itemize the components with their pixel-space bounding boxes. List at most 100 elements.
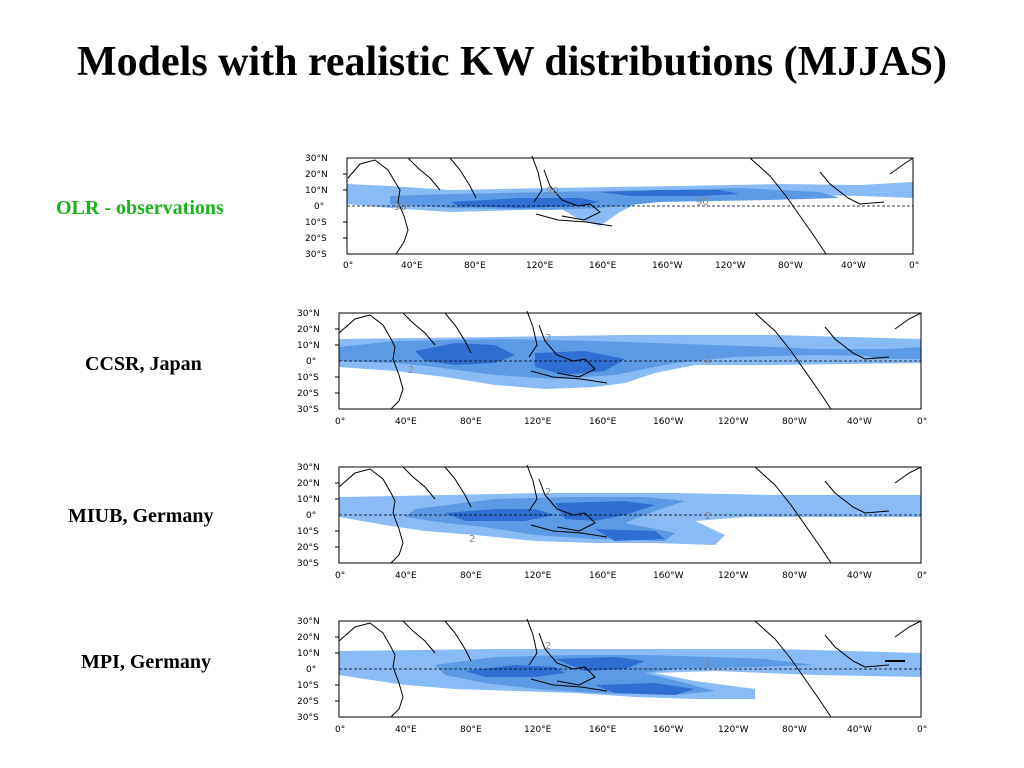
- x-tick-label: 160°W: [652, 261, 683, 271]
- y-tick-label: 10°N: [297, 341, 320, 351]
- x-tick-label: 160°E: [589, 261, 617, 271]
- x-tick-label: 80°W: [782, 571, 807, 581]
- x-tick-label: 0°: [917, 725, 927, 735]
- y-tick-label: 10°S: [297, 681, 319, 691]
- x-tick-labels: 0° 40°E 80°E 120°E 160°E 160°W 120°W 80°…: [335, 571, 927, 581]
- y-tick-label: 30°N: [297, 309, 320, 319]
- x-tick-label: 0°: [335, 571, 345, 581]
- y-tick-label: 20°S: [297, 697, 319, 707]
- x-tick-label: 80°W: [782, 417, 807, 427]
- y-tick-label: 10°S: [297, 527, 319, 537]
- x-tick-label: 160°E: [589, 571, 617, 581]
- x-tick-label: 120°W: [718, 571, 749, 581]
- x-tick-label: 120°W: [718, 725, 749, 735]
- x-tick-labels: 0° 40°E 80°E 120°E 160°E 160°W 120°W 80°…: [343, 261, 919, 271]
- y-tick-label: 30°N: [297, 617, 320, 627]
- y-tick-label: 0°: [306, 357, 316, 367]
- x-tick-label: 0°: [335, 725, 345, 735]
- y-tick-label: 30°N: [305, 154, 328, 164]
- y-tick-label: 30°N: [297, 463, 320, 473]
- x-tick-label: 80°E: [460, 417, 482, 427]
- x-tick-label: 0°: [917, 571, 927, 581]
- x-tick-label: 120°E: [524, 571, 552, 581]
- x-tick-label: 160°W: [653, 725, 684, 735]
- y-tick-label: 30°S: [297, 405, 319, 415]
- map-panel-ccsr: 30°N 20°N 10°N 0° 10°S 20°S 30°S 0° 40°E…: [297, 309, 927, 427]
- contour-label: 2: [545, 333, 551, 344]
- contour-label: 2: [545, 487, 551, 498]
- x-tick-labels: 0° 40°E 80°E 120°E 160°E 160°W 120°W 80°…: [335, 725, 927, 735]
- y-tick-labels: 30°N 20°N 10°N 0° 10°S 20°S 30°S: [297, 617, 320, 723]
- slide-title: Models with realistic KW distributions (…: [77, 39, 947, 85]
- contour-labels: 2 2: [545, 641, 711, 668]
- panel-label-miub: MIUB, Germany: [68, 505, 214, 527]
- y-tick-labels: 30°N 20°N 10°N 0° 10°S 20°S 30°S: [305, 154, 328, 260]
- x-tick-label: 80°W: [782, 725, 807, 735]
- x-tick-labels: 0° 40°E 80°E 120°E 160°E 160°W 120°W 80°…: [335, 417, 927, 427]
- y-tick-label: 30°S: [305, 250, 327, 260]
- land-outline: [338, 464, 922, 564]
- x-tick-label: 80°E: [460, 571, 482, 581]
- y-tick-labels: 30°N 20°N 10°N 0° 10°S 20°S 30°S: [297, 309, 320, 415]
- x-tick-label: 40°W: [841, 261, 866, 271]
- y-tick-label: 20°S: [297, 389, 319, 399]
- y-tick-label: 10°S: [297, 373, 319, 383]
- map-panel-mpi: 30°N 20°N 10°N 0° 10°S 20°S 30°S 0° 40°E…: [297, 617, 927, 735]
- panel-label-ccsr: CCSR, Japan: [85, 353, 202, 375]
- contour-label: 2: [705, 657, 711, 668]
- x-tick-label: 40°W: [847, 417, 872, 427]
- y-tick-label: 10°S: [305, 218, 327, 228]
- y-tick-label: 10°N: [297, 495, 320, 505]
- kw-variance-shading: [339, 335, 921, 389]
- contour-labels: 2 2 2: [408, 333, 711, 376]
- panel-label-observations: OLR - observations: [56, 197, 224, 219]
- x-tick-label: 80°E: [460, 725, 482, 735]
- x-tick-label: 160°E: [589, 725, 617, 735]
- plot-frame: [335, 620, 922, 718]
- x-tick-label: 120°E: [526, 261, 554, 271]
- contour-label: 90: [546, 186, 559, 197]
- panel-label-mpi: MPI, Germany: [81, 651, 211, 673]
- y-tick-label: 20°N: [297, 633, 320, 643]
- x-tick-label: 0°: [343, 261, 353, 271]
- y-tick-label: 20°S: [305, 234, 327, 244]
- land-outline: [338, 310, 922, 410]
- map-panel-observations: 30°N 20°N 10°N 0° 10°S 20°S 30°S 0° 40°E…: [305, 154, 919, 271]
- x-tick-label: 40°W: [847, 571, 872, 581]
- x-tick-label: 40°E: [395, 725, 417, 735]
- x-tick-label: 80°W: [778, 261, 803, 271]
- x-tick-label: 40°E: [395, 417, 417, 427]
- y-tick-label: 30°S: [297, 713, 319, 723]
- x-tick-label: 120°W: [718, 417, 749, 427]
- kw-variance-shading: [347, 182, 913, 226]
- y-tick-label: 0°: [314, 202, 324, 212]
- plot-frame: [335, 312, 922, 410]
- x-tick-label: 160°E: [589, 417, 617, 427]
- x-tick-label: 160°W: [653, 417, 684, 427]
- x-tick-label: 120°E: [524, 417, 552, 427]
- kw-variance-shading: [339, 493, 921, 545]
- x-tick-label: 40°E: [401, 261, 423, 271]
- contour-label: 90: [394, 202, 407, 213]
- y-tick-label: 20°N: [297, 479, 320, 489]
- contour-label: 2: [469, 534, 475, 545]
- kw-variance-shading: [339, 649, 921, 699]
- y-tick-label: 0°: [306, 665, 316, 675]
- contour-labels: 90 90 90: [394, 186, 709, 213]
- y-tick-labels: 30°N 20°N 10°N 0° 10°S 20°S 30°S: [297, 463, 320, 569]
- plot-frame: [343, 157, 914, 255]
- y-tick-label: 10°N: [305, 186, 328, 196]
- y-tick-label: 20°S: [297, 543, 319, 553]
- x-tick-label: 160°W: [653, 571, 684, 581]
- y-tick-label: 20°N: [297, 325, 320, 335]
- x-tick-label: 0°: [335, 417, 345, 427]
- contour-label: 2: [705, 355, 711, 366]
- y-tick-label: 10°N: [297, 649, 320, 659]
- contour-label: 2: [705, 511, 711, 522]
- x-tick-label: 0°: [917, 417, 927, 427]
- contour-label: 2: [408, 365, 414, 376]
- y-tick-label: 30°S: [297, 559, 319, 569]
- y-tick-label: 20°N: [305, 170, 328, 180]
- x-tick-label: 40°E: [395, 571, 417, 581]
- x-tick-label: 120°W: [715, 261, 746, 271]
